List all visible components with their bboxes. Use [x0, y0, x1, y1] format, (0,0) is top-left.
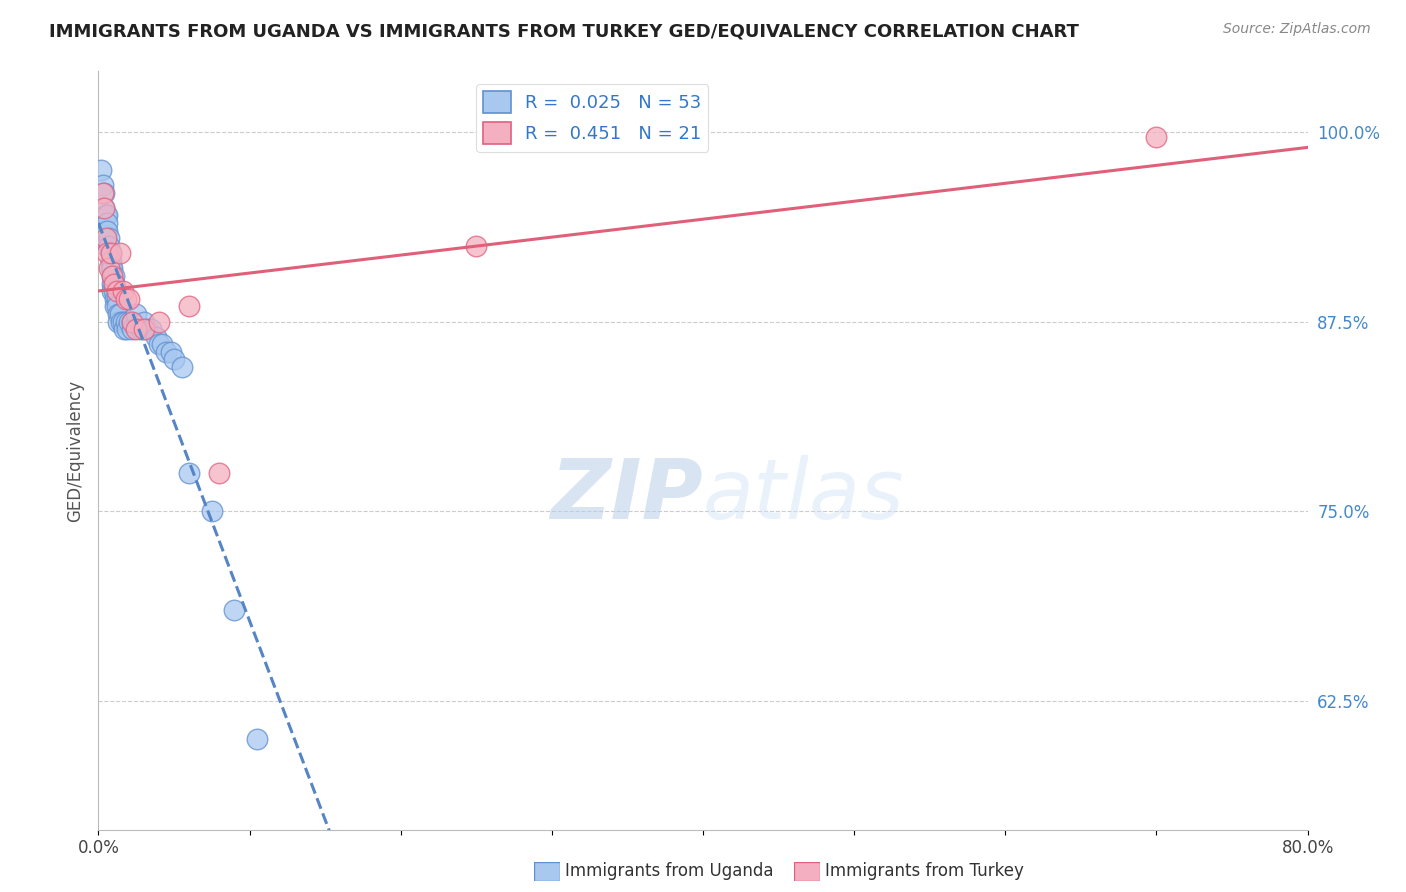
Point — [114, 292, 136, 306]
Point — [108, 246, 131, 260]
Point — [100, 254, 122, 268]
Point — [170, 360, 193, 375]
Text: Source: ZipAtlas.com: Source: ZipAtlas.com — [1223, 22, 1371, 37]
Point — [150, 337, 173, 351]
Point — [118, 315, 141, 329]
Point — [135, 322, 157, 336]
Point — [101, 269, 124, 284]
Point — [94, 209, 117, 223]
Point — [98, 261, 121, 276]
Point — [145, 330, 167, 344]
Point — [121, 315, 143, 329]
Point — [93, 201, 115, 215]
Point — [101, 269, 124, 284]
Point — [101, 277, 124, 291]
Point — [132, 322, 155, 336]
Point — [114, 315, 136, 329]
Point — [105, 300, 128, 314]
Text: atlas: atlas — [703, 456, 904, 536]
Point — [101, 261, 124, 276]
Point — [201, 504, 224, 518]
Point — [155, 344, 177, 359]
Point — [107, 315, 129, 329]
Point — [108, 307, 131, 321]
Text: Immigrants from Turkey: Immigrants from Turkey — [825, 863, 1024, 880]
Point — [98, 239, 121, 253]
Point — [129, 322, 152, 336]
Legend: R =  0.025   N = 53, R =  0.451   N = 21: R = 0.025 N = 53, R = 0.451 N = 21 — [477, 84, 709, 152]
Point — [100, 246, 122, 260]
Point — [93, 201, 115, 215]
Point — [96, 216, 118, 230]
Point — [107, 307, 129, 321]
Point — [96, 246, 118, 260]
Point — [104, 292, 127, 306]
Point — [105, 292, 128, 306]
Point — [96, 209, 118, 223]
Point — [465, 239, 488, 253]
Point — [103, 277, 125, 291]
Point — [148, 337, 170, 351]
Point — [101, 285, 124, 299]
Point — [105, 285, 128, 299]
Point — [111, 315, 134, 329]
Point — [148, 315, 170, 329]
Point — [94, 224, 117, 238]
Point — [94, 239, 117, 253]
Point — [246, 731, 269, 746]
Point — [100, 246, 122, 260]
Point — [141, 322, 163, 336]
Point — [121, 315, 143, 329]
Point — [91, 186, 114, 200]
Point — [121, 322, 143, 336]
Point — [103, 269, 125, 284]
Point — [94, 231, 117, 245]
Point — [112, 322, 135, 336]
Text: Immigrants from Uganda: Immigrants from Uganda — [565, 863, 773, 880]
Point — [91, 178, 114, 193]
Point — [100, 261, 122, 276]
Point — [103, 285, 125, 299]
Y-axis label: GED/Equivalency: GED/Equivalency — [66, 379, 84, 522]
Point — [208, 467, 231, 481]
Point — [125, 307, 148, 321]
Point — [224, 603, 246, 617]
Point — [179, 467, 201, 481]
Text: IMMIGRANTS FROM UGANDA VS IMMIGRANTS FROM TURKEY GED/EQUIVALENCY CORRELATION CHA: IMMIGRANTS FROM UGANDA VS IMMIGRANTS FRO… — [49, 22, 1078, 40]
Point — [98, 231, 121, 245]
Point — [90, 163, 112, 178]
Point — [132, 315, 155, 329]
Point — [111, 285, 134, 299]
Point — [125, 322, 148, 336]
Point — [96, 224, 118, 238]
Point — [103, 277, 125, 291]
Point — [1144, 129, 1167, 144]
Point — [110, 315, 132, 329]
Point — [160, 344, 183, 359]
Point — [179, 300, 201, 314]
Point — [115, 322, 138, 336]
Point — [104, 300, 127, 314]
Text: ZIP: ZIP — [550, 456, 703, 536]
Point — [163, 352, 186, 367]
Point — [93, 186, 115, 200]
Point — [118, 292, 141, 306]
